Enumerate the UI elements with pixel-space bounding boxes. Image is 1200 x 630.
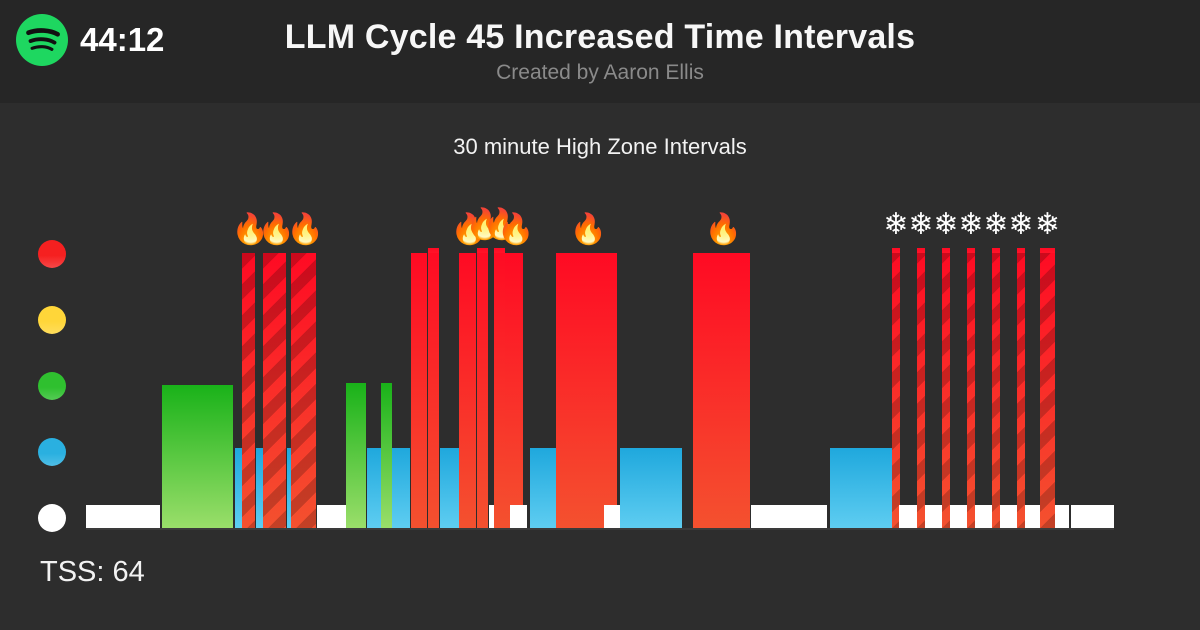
bar-blue[interactable]: [440, 448, 459, 528]
chart-baseline: [86, 528, 1114, 530]
bar-cap: [942, 248, 950, 253]
bar-white[interactable]: [317, 505, 350, 528]
fire-icon: 🔥: [497, 213, 535, 246]
bar-red-striped[interactable]: [967, 248, 975, 528]
bar-white[interactable]: [86, 505, 160, 528]
bar-green[interactable]: [346, 383, 366, 528]
bar-red-striped[interactable]: [242, 253, 255, 528]
zone-dot-green: [38, 372, 66, 400]
bar-red[interactable]: [556, 253, 617, 528]
fire-icon: 🔥: [286, 213, 324, 246]
bar-cap: [967, 248, 975, 253]
header-title-group: LLM Cycle 45 Increased Time Intervals Cr…: [0, 0, 1200, 85]
snowflake-icon: ❄: [958, 208, 984, 241]
bar-red-striped[interactable]: [992, 248, 1000, 528]
bar-red[interactable]: [505, 253, 523, 528]
fire-icon: 🔥: [704, 213, 742, 246]
workout-author: Created by Aaron Ellis: [496, 61, 704, 84]
bar-blue[interactable]: [620, 448, 682, 528]
bar-blue[interactable]: [367, 448, 381, 528]
bar-red-striped[interactable]: [1017, 248, 1025, 528]
bar-blue[interactable]: [830, 448, 892, 528]
bar-red[interactable]: [459, 253, 476, 528]
zone-dot-red: [38, 240, 66, 268]
bar-cap: [992, 248, 1000, 253]
bar-red-striped[interactable]: [291, 253, 316, 528]
bar-red-striped[interactable]: [892, 248, 900, 528]
fire-icon: 🔥: [569, 213, 607, 246]
fire-icon: 🔥: [450, 213, 488, 246]
snowflake-icon: ❄: [933, 208, 959, 241]
header-bar: 44:12 LLM Cycle 45 Increased Time Interv…: [0, 0, 1200, 103]
spotify-icon[interactable]: [16, 14, 68, 66]
bar-blue[interactable]: [256, 448, 267, 528]
bar-red-striped[interactable]: [1040, 248, 1055, 528]
bar-red-striped[interactable]: [942, 248, 950, 528]
page-title: LLM Cycle 45 Increased Time Intervals: [284, 18, 916, 56]
bar-red[interactable]: [428, 248, 439, 528]
bar-white[interactable]: [1071, 505, 1114, 528]
bar-green[interactable]: [381, 383, 392, 528]
snowflake-icon: ❄: [983, 208, 1009, 241]
workout-duration: 44:12: [80, 21, 165, 58]
bar-cap: [917, 248, 925, 253]
bar-red[interactable]: [411, 253, 427, 528]
bar-white[interactable]: [1055, 505, 1069, 528]
zone-legend: [38, 240, 66, 570]
bar-red[interactable]: [693, 253, 750, 528]
bar-red-striped[interactable]: [263, 253, 286, 528]
fire-icon: 🔥: [257, 213, 295, 246]
header-left-group: 44:12: [0, 0, 164, 66]
snowflake-icon: ❄: [1008, 208, 1034, 241]
bar-cap: [892, 248, 900, 253]
bar-cap: [428, 248, 439, 253]
bar-red-striped[interactable]: [917, 248, 925, 528]
snowflake-icon: ❄: [1034, 208, 1061, 241]
bar-red[interactable]: [494, 248, 505, 528]
chart-subtitle: 30 minute High Zone Intervals: [453, 134, 747, 159]
bar-white[interactable]: [510, 505, 527, 528]
bar-blue[interactable]: [235, 448, 246, 528]
zone-dot-yellow: [38, 306, 66, 334]
bar-green[interactable]: [162, 385, 233, 528]
bar-red[interactable]: [477, 248, 488, 528]
bar-blue[interactable]: [392, 448, 410, 528]
bar-cap: [1017, 248, 1025, 253]
snowflake-icon: ❄: [908, 208, 934, 241]
bar-cap: [477, 248, 488, 253]
tss-label: TSS: 64: [40, 556, 145, 588]
workout-interval-chart[interactable]: 🔥 🔥 🔥 🔥 🔥 🔥 🔥 🔥 🔥 ❄ ❄ ❄ ❄ ❄ ❄ ❄: [0, 180, 1200, 530]
bar-cap: [494, 248, 505, 253]
zone-dot-blue: [38, 438, 66, 466]
bar-white[interactable]: [489, 505, 496, 528]
bar-cap: [1040, 248, 1055, 253]
fire-icon: 🔥: [465, 208, 503, 241]
bar-white[interactable]: [751, 505, 827, 528]
bar-white[interactable]: [604, 505, 620, 528]
snowflake-icon: ❄: [883, 208, 909, 241]
zone-dot-white: [38, 504, 66, 532]
fire-icon: 🔥: [231, 213, 269, 246]
fire-icon: 🔥: [482, 208, 520, 241]
